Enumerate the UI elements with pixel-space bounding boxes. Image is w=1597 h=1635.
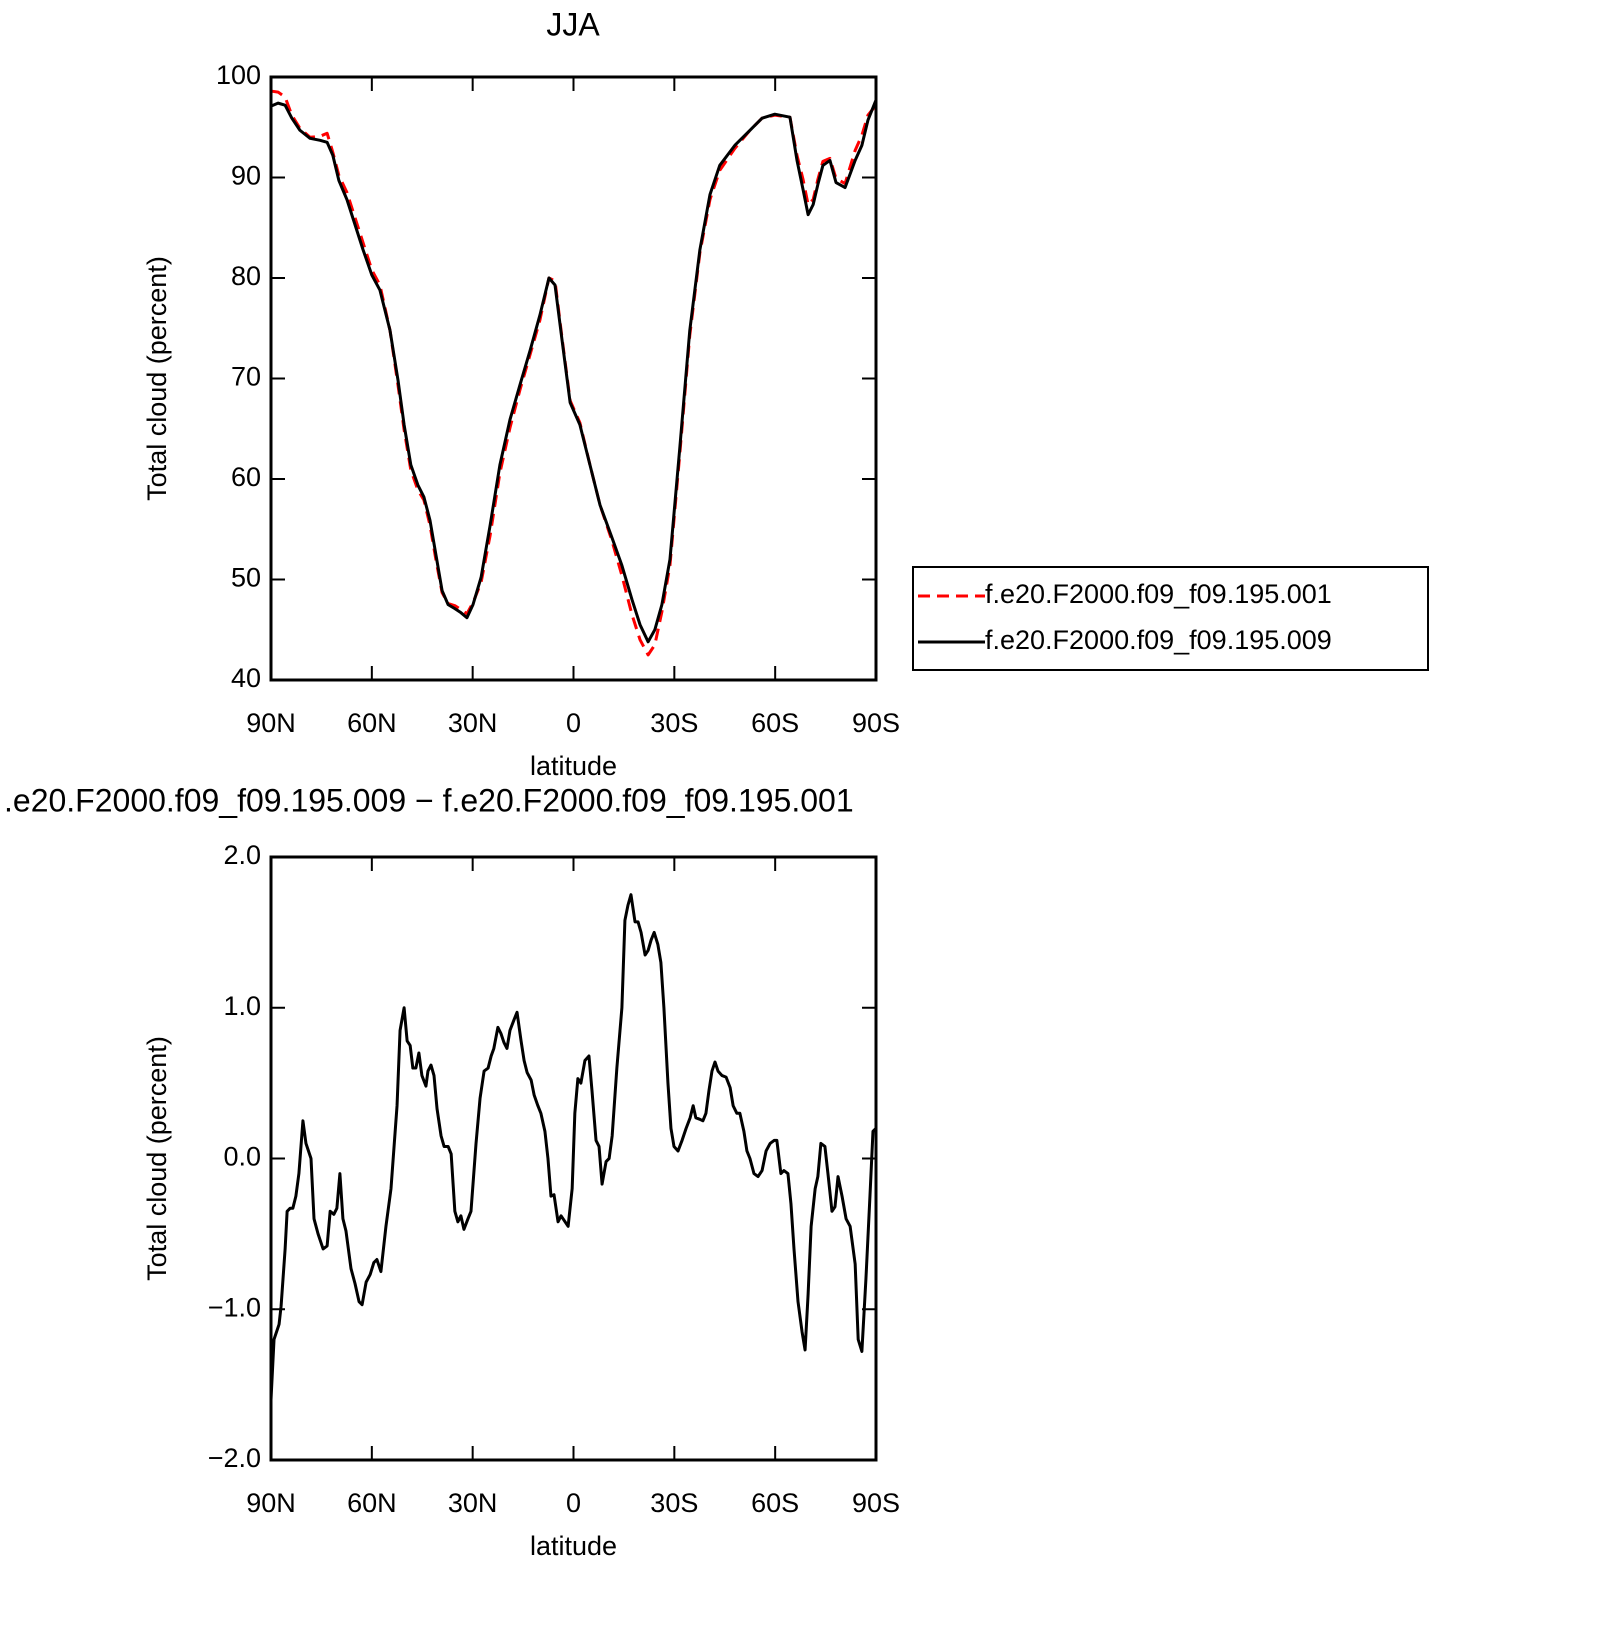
y-tick-label: 0.0	[223, 1142, 261, 1172]
x-tick-label: 60N	[347, 708, 397, 738]
x-tick-label: 30N	[448, 708, 498, 738]
x-tick-label: 30S	[650, 708, 698, 738]
data-line	[270, 99, 878, 644]
x-tick-label: 90N	[246, 708, 296, 738]
x-tick-label: 0	[566, 708, 581, 738]
y-tick-label: 100	[216, 60, 261, 90]
x-axis-label: latitude	[530, 1531, 617, 1561]
y-axis-label: Total cloud (percent)	[142, 256, 172, 501]
x-tick-label: 60S	[751, 1488, 799, 1518]
y-axis-label: Total cloud (percent)	[142, 1036, 172, 1281]
y-tick-label: 2.0	[223, 840, 261, 870]
legend-label: f.e20.F2000.f09_f09.195.009	[985, 625, 1332, 655]
y-tick-label: 40	[231, 663, 261, 693]
x-tick-label: 30S	[650, 1488, 698, 1518]
x-tick-label: 60N	[347, 1488, 397, 1518]
x-tick-label: 90S	[852, 1488, 900, 1518]
y-tick-label: 1.0	[223, 991, 261, 1021]
y-tick-label: −1.0	[208, 1292, 261, 1322]
data-line	[269, 893, 878, 1400]
y-tick-label: 60	[231, 462, 261, 492]
plot-frame	[269, 75, 878, 682]
data-line	[270, 89, 878, 657]
legend: f.e20.F2000.f09_f09.195.001 f.e20.F2000.f…	[912, 566, 1429, 671]
x-tick-label: 90S	[852, 708, 900, 738]
y-tick-label: 50	[231, 563, 261, 593]
y-tick-label: 70	[231, 362, 261, 392]
y-tick-label: −2.0	[208, 1443, 261, 1473]
chart-title: .e20.F2000.f09_f09.195.009 − f.e20.F2000…	[4, 782, 854, 818]
x-tick-label: 30N	[448, 1488, 498, 1518]
chart-title: JJA	[546, 6, 600, 42]
y-tick-label: 80	[231, 261, 261, 291]
legend-box	[912, 566, 1429, 671]
x-axis-label: latitude	[530, 751, 617, 781]
x-tick-label: 90N	[246, 1488, 296, 1518]
x-tick-label: 0	[566, 1488, 581, 1518]
x-tick-label: 60S	[751, 708, 799, 738]
y-tick-label: 90	[231, 161, 261, 191]
plot-frame	[269, 855, 878, 1462]
legend-label: f.e20.F2000.f09_f09.195.001	[985, 579, 1332, 609]
